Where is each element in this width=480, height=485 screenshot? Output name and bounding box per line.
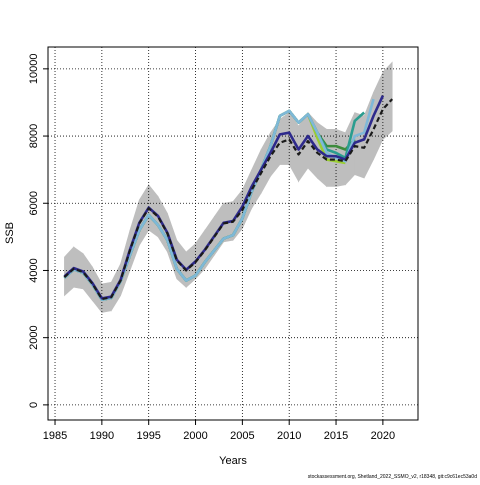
confidence-band [382, 61, 393, 141]
y-tick-label: 4000 [28, 258, 40, 282]
grid-group [48, 47, 418, 420]
x-tick-label: 2015 [324, 430, 348, 442]
x-tick-label: 1990 [90, 430, 114, 442]
x-tick-label: 2010 [277, 430, 301, 442]
axis-group: 1985 1990 1995 2000 2005 2010 2015 2020 0 2000 400… [28, 54, 395, 442]
x-tick-label: 2000 [183, 430, 207, 442]
y-axis-label: SSB [4, 222, 16, 244]
x-tick-label: 2005 [230, 430, 254, 442]
y-tick-label: 6000 [28, 191, 40, 215]
confidence-band [279, 111, 290, 165]
x-axis-label: Years [219, 455, 247, 467]
x-tick-label: 2020 [371, 430, 395, 442]
x-tick-label: 1985 [43, 430, 67, 442]
y-tick-label: 10000 [28, 54, 40, 85]
band-group [64, 61, 393, 314]
series-line [63, 98, 394, 301]
y-tick-label: 0 [28, 402, 40, 408]
x-tick-label: 1995 [136, 430, 160, 442]
y-tick-label: 8000 [28, 124, 40, 148]
line-group [63, 95, 394, 301]
y-tick-label: 2000 [28, 325, 40, 349]
footer: stockassessment.org, Shetland_2022_SSMO_… [308, 474, 477, 480]
plot-frame [47, 46, 419, 421]
